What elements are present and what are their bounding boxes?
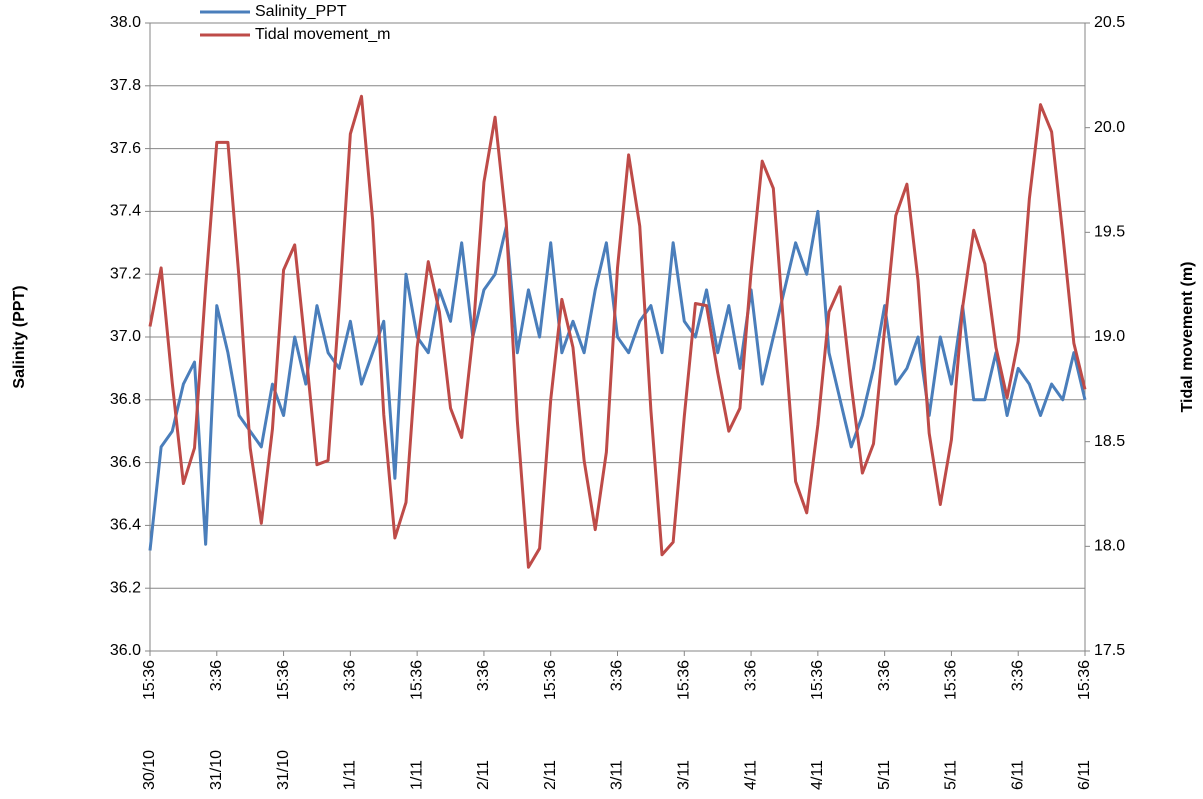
x-tick-label: 15:36 <box>943 660 960 700</box>
x-tick-label: 15:36 <box>408 660 425 700</box>
x-tick-label: 3/11 <box>676 760 693 790</box>
x-tick-label: 15:36 <box>1076 660 1093 700</box>
x-tick-label: 3:36 <box>342 660 359 691</box>
x-tick-label: 1/11 <box>408 760 425 790</box>
x-tick-label: 31/10 <box>275 750 292 790</box>
x-tick-label: 6/11 <box>1009 760 1026 790</box>
x-tick-label: 15:36 <box>809 660 826 700</box>
x-tick-label: 15:36 <box>542 660 559 700</box>
x-tick-label: 15:36 <box>141 660 158 700</box>
x-tick-label: 31/10 <box>208 750 225 790</box>
y-tick-label: 37.6 <box>110 140 141 157</box>
x-tick-label: 3:36 <box>742 660 759 691</box>
x-tick-label: 1/11 <box>342 760 359 790</box>
x-tick-label: 4/11 <box>809 760 826 790</box>
x-tick-label: 3:36 <box>876 660 893 691</box>
y-tick-label: 36.8 <box>110 391 141 408</box>
x-tick-label: 4/11 <box>742 760 759 790</box>
y2-tick-label: 19.0 <box>1094 328 1125 345</box>
y2-tick-label: 17.5 <box>1094 642 1125 659</box>
x-tick-label: 2/11 <box>475 760 492 790</box>
x-tick-label: 3:36 <box>208 660 225 691</box>
x-tick-label: 30/10 <box>141 750 158 790</box>
series-line <box>148 94 1087 569</box>
x-tick-label: 3:36 <box>1009 660 1026 691</box>
x-tick-label: 15:36 <box>676 660 693 700</box>
y2-tick-label: 20.5 <box>1094 14 1125 31</box>
y2-tick-label: 19.5 <box>1094 224 1125 241</box>
x-tick-label: 3:36 <box>475 660 492 691</box>
x-tick-label: 2/11 <box>542 760 559 790</box>
y2-tick-label: 20.0 <box>1094 119 1125 136</box>
legend-label: Tidal movement_m <box>255 26 390 43</box>
y-tick-label: 37.4 <box>110 203 141 220</box>
x-tick-label: 3/11 <box>609 760 626 790</box>
x-tick-label: 5/11 <box>876 760 893 790</box>
y-tick-label: 37.8 <box>110 77 141 94</box>
y-tick-label: 37.0 <box>110 328 141 345</box>
y2-tick-label: 18.5 <box>1094 433 1125 450</box>
x-tick-label: 3:36 <box>609 660 626 691</box>
x-tick-label: 15:36 <box>275 660 292 700</box>
y2-tick-label: 18.0 <box>1094 538 1125 555</box>
legend-label: Salinity_PPT <box>255 3 347 20</box>
x-tick-label: 6/11 <box>1076 760 1093 790</box>
y-tick-label: 36.0 <box>110 642 141 659</box>
y-tick-label: 36.6 <box>110 454 141 471</box>
y-tick-label: 36.4 <box>110 517 141 534</box>
y-tick-label: 38.0 <box>110 14 141 31</box>
y-tick-label: 37.2 <box>110 265 141 282</box>
y2-axis-title: Tidal movement (m) <box>1179 262 1196 413</box>
y-axis-title: Salinity (PPT) <box>11 285 28 388</box>
x-tick-label: 5/11 <box>943 760 960 790</box>
y-tick-label: 36.2 <box>110 579 141 596</box>
